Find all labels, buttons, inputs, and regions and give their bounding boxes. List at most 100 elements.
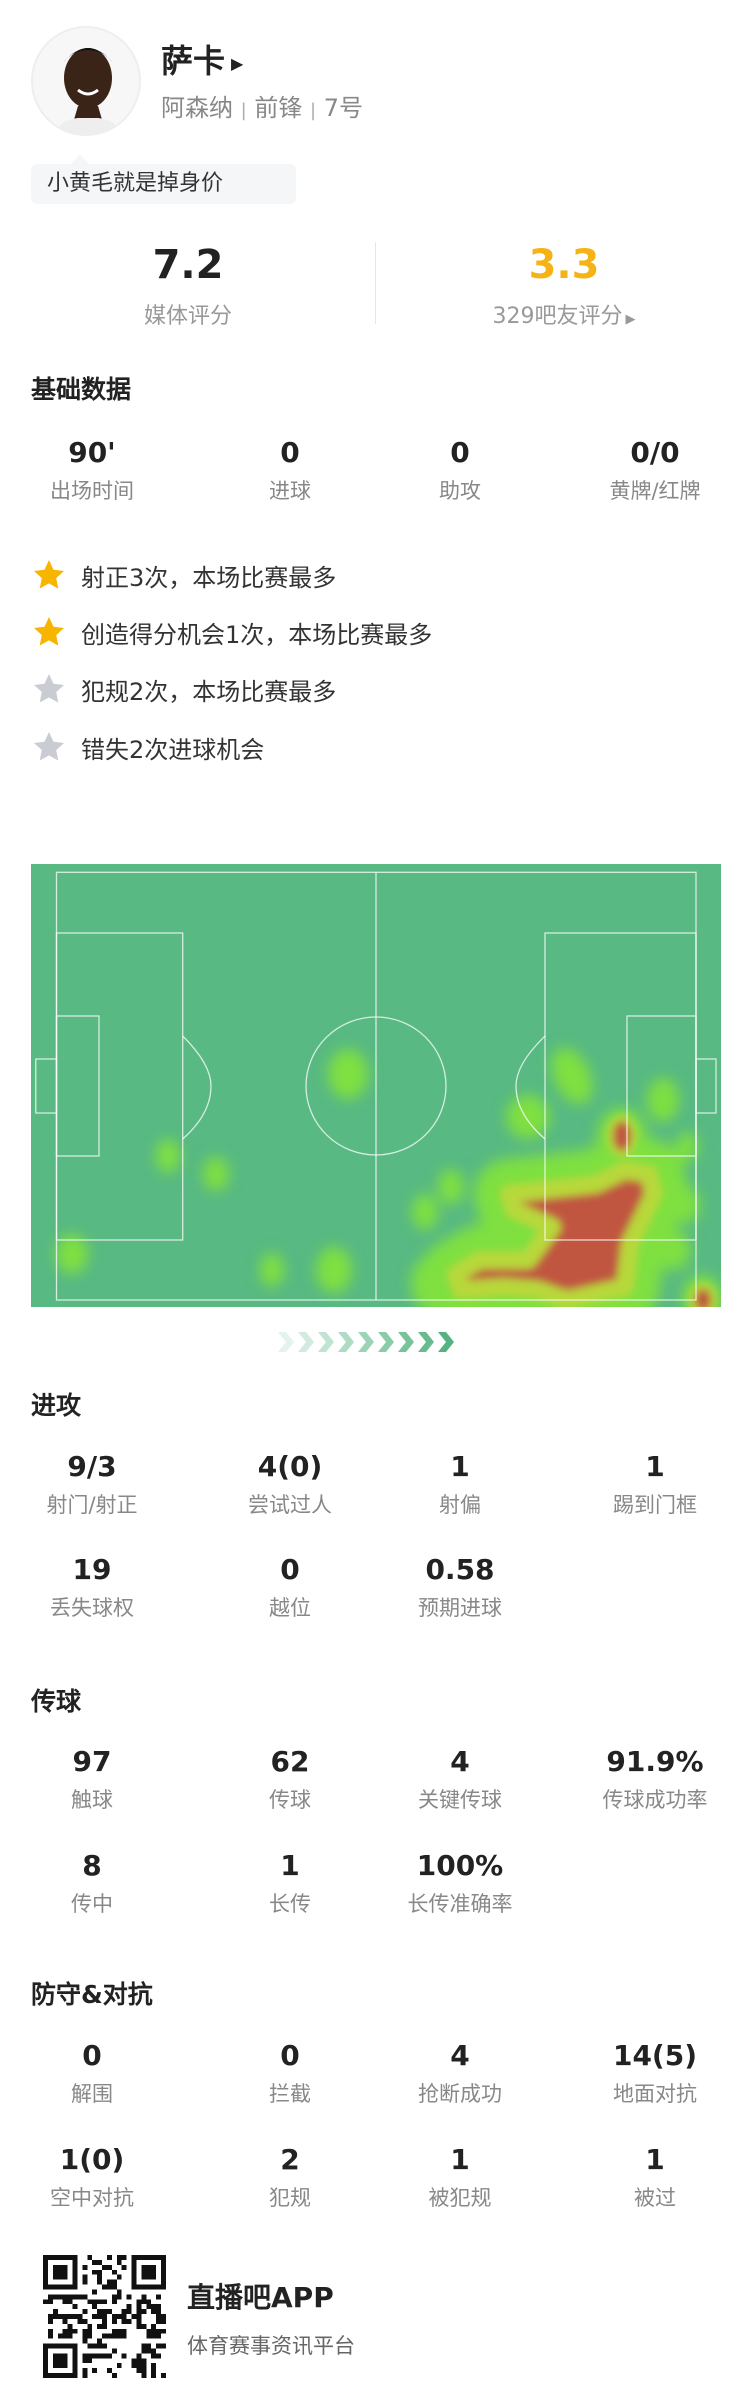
stat-value: 4 [450,2039,470,2072]
stat-passing: 91.9% 传球成功率 [569,1745,741,1814]
stat-value: 8 [82,1849,102,1882]
divider [375,242,376,324]
stat-label: 抢断成功 [418,2082,502,2106]
stat-defense: 0 解围 [6,2039,178,2108]
stat-value: 4 [450,1745,470,1778]
stat-attack: 1 踢到门框 [569,1450,741,1519]
stat-label: 犯规 [269,2186,311,2210]
highlight-item: 错失2次进球机会 [31,729,264,765]
stat-label: 长传准确率 [407,1892,513,1916]
stat-attack: 0 越位 [204,1553,376,1622]
pitch-lines [35,871,717,1301]
stat-value: 1(0) [59,2143,125,2176]
arrow-chevron [358,1332,374,1352]
caret-right-icon: ▶ [625,312,636,327]
fan-rating-value: 3.3 [528,242,600,288]
fan-rating-label: 329吧友评分 [492,304,623,329]
player-info: 阿森纳 | 前锋 | 7号 [161,88,363,123]
player-avatar [31,26,141,136]
arrow-chevron [398,1332,414,1352]
stat-label: 射门/射正 [46,1493,138,1517]
stat-defense: 1 被犯规 [374,2143,546,2212]
stat-value: 1 [450,2143,470,2176]
qr-code [43,2255,166,2378]
media-rating: 7.2 媒体评分 [0,242,376,330]
separator: | [240,100,247,121]
stat-value: 2 [280,2143,300,2176]
team: 阿森纳 [161,94,233,122]
stat-basic: 0 进球 [204,436,376,505]
stat-passing: 8 传中 [6,1849,178,1918]
stat-value: 0 [280,1553,300,1586]
stat-defense: 2 犯规 [204,2143,376,2212]
stat-label: 预期进球 [418,1596,502,1620]
stat-attack: 0.58 预期进球 [374,1553,546,1622]
fan-rating[interactable]: 3.3 329吧友评分 ▶ [376,242,750,330]
section-title-basic: 基础数据 [31,375,132,404]
section-title-defense: 防守&对抗 [31,1980,153,2009]
stat-label: 地面对抗 [613,2082,697,2106]
section-title-attack: 进攻 [31,1391,82,1420]
number: 7号 [323,94,363,122]
stat-value: 90' [68,436,116,469]
stat-label: 助攻 [439,479,481,503]
stat-value: 1 [280,1849,300,1882]
arrow-chevron [338,1332,354,1352]
player-name-text: 萨卡 [161,42,226,80]
stat-attack: 19 丢失球权 [6,1553,178,1622]
stat-passing: 100% 长传准确率 [374,1849,546,1918]
stat-basic: 0 助攻 [374,436,546,505]
highlight-item: 创造得分机会1次，本场比赛最多 [31,614,432,650]
star-icon [34,560,64,589]
caret-right-icon: ▶ [231,53,244,73]
stat-value: 1 [645,1450,665,1483]
app-name: 直播吧APP [187,2281,334,2314]
stat-label: 黄牌/红牌 [609,479,701,503]
stat-label: 传中 [71,1892,113,1916]
stat-value: 14(5) [612,2039,698,2072]
separator: | [310,100,317,121]
stat-passing: 62 传球 [204,1745,376,1814]
stat-defense: 14(5) 地面对抗 [569,2039,741,2108]
highlight-item: 射正3次，本场比赛最多 [31,557,336,593]
highlight-item: 犯规2次，本场比赛最多 [31,671,336,707]
stat-value: 0 [82,2039,102,2072]
stat-value: 62 [270,1745,310,1778]
stat-passing: 1 长传 [204,1849,376,1918]
heat-blobs [56,1047,721,1307]
stat-basic: 90' 出场时间 [6,436,178,505]
stat-label: 丢失球权 [50,1596,134,1620]
player-name[interactable]: 萨卡 ▶ [161,36,243,82]
stat-attack: 1 射偏 [374,1450,546,1519]
highlight-text: 射正3次，本场比赛最多 [81,563,337,592]
stat-value: 9/3 [67,1450,117,1483]
stat-label: 传球成功率 [602,1788,708,1812]
arrow-chevron [378,1332,394,1352]
arrow-chevron [418,1332,434,1352]
arrow-chevron [438,1332,454,1352]
stat-value: 100% [416,1849,504,1882]
arrow-chevron [298,1332,314,1352]
stat-value: 4(0) [257,1450,323,1483]
comment-bubble: 小黄毛就是掉身价 [31,154,296,204]
stat-label: 被过 [634,2186,676,2210]
stat-label: 解围 [71,2082,113,2106]
arrow-chevron [278,1332,294,1352]
stat-value: 1 [645,2143,665,2176]
stat-label: 关键传球 [418,1788,502,1812]
media-rating-label: 媒体评分 [143,304,232,329]
stat-defense: 0 拦截 [204,2039,376,2108]
stat-value: 19 [72,1553,112,1586]
position: 前锋 [254,94,303,122]
star-icon [34,617,64,646]
stat-label: 拦截 [269,2082,311,2106]
media-rating-value: 7.2 [152,242,224,288]
stat-label: 出场时间 [50,479,134,503]
stat-label: 被犯规 [428,2186,492,2210]
highlight-text: 错失2次进球机会 [81,735,265,764]
stat-passing: 97 触球 [6,1745,178,1814]
stat-defense: 1(0) 空中对抗 [6,2143,178,2212]
arrow-chevron [318,1332,334,1352]
stat-label: 触球 [71,1788,113,1812]
stat-label: 射偏 [439,1493,481,1517]
